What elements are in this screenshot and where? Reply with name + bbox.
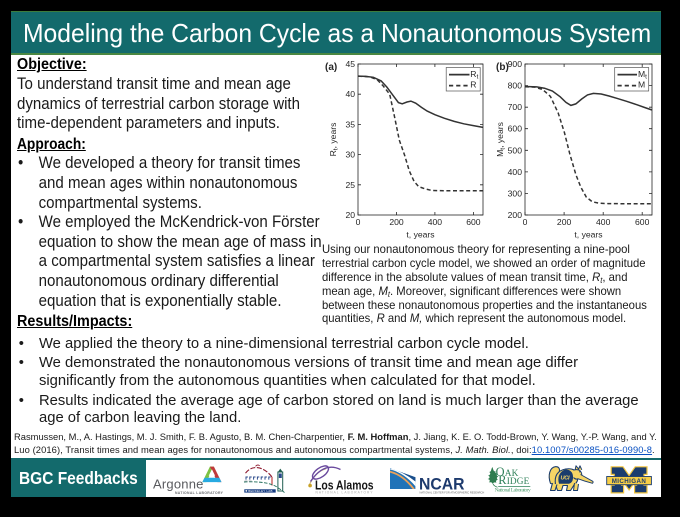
svg-text:BERKELEY LAB: BERKELEY LAB [248,489,272,493]
svg-text:MICHIGAN: MICHIGAN [612,478,647,485]
svg-text:800: 800 [508,81,523,91]
svg-text:UCI: UCI [561,476,570,482]
svg-text:35: 35 [345,119,355,129]
svg-text:200: 200 [389,217,404,227]
svg-text:NCAR: NCAR [419,476,465,494]
svg-text:Los Alamos: Los Alamos [315,478,374,492]
svg-text:R: R [470,80,476,90]
svg-text:400: 400 [596,217,611,227]
svg-text:40: 40 [345,89,355,99]
svg-text:400: 400 [508,167,523,177]
svg-text:Rt, years: Rt, years [328,123,340,157]
svg-text:Mt: Mt [638,69,647,81]
svg-text:400: 400 [428,217,443,227]
svg-text:30: 30 [345,150,355,160]
svg-text:0: 0 [523,217,528,227]
svg-text:25: 25 [345,180,355,190]
svg-text:Argonne: Argonne [153,476,204,491]
svg-text:M: M [638,80,645,90]
svg-text:Mt, years: Mt, years [495,122,507,157]
svg-text:Rt: Rt [470,69,478,81]
svg-text:National Laboratory: National Laboratory [495,487,531,493]
svg-text:20: 20 [345,210,355,220]
svg-text:RIDGE: RIDGE [498,473,529,487]
svg-text:t, years: t, years [574,229,602,239]
svg-text:500: 500 [508,145,523,155]
svg-text:45: 45 [345,59,355,69]
svg-text:NATIONAL LABORATORY: NATIONAL LABORATORY [316,491,374,495]
svg-text:(a): (a) [325,62,337,73]
svg-text:700: 700 [508,102,523,112]
svg-text:(b): (b) [496,62,509,73]
svg-text:NATIONAL CENTER FOR ATMOSPHERI: NATIONAL CENTER FOR ATMOSPHERIC RESEARCH [420,490,485,494]
svg-text:200: 200 [557,217,572,227]
svg-text:NATIONAL LABORATORY: NATIONAL LABORATORY [175,491,224,495]
svg-text:300: 300 [508,188,523,198]
svg-text:200: 200 [508,210,523,220]
svg-text:0: 0 [356,217,361,227]
svg-text:600: 600 [635,217,650,227]
svg-text:OAK: OAK [496,465,519,479]
svg-text:900: 900 [508,59,523,69]
svg-text:600: 600 [508,124,523,134]
svg-text:600: 600 [466,217,481,227]
svg-text:t, years: t, years [406,229,434,239]
